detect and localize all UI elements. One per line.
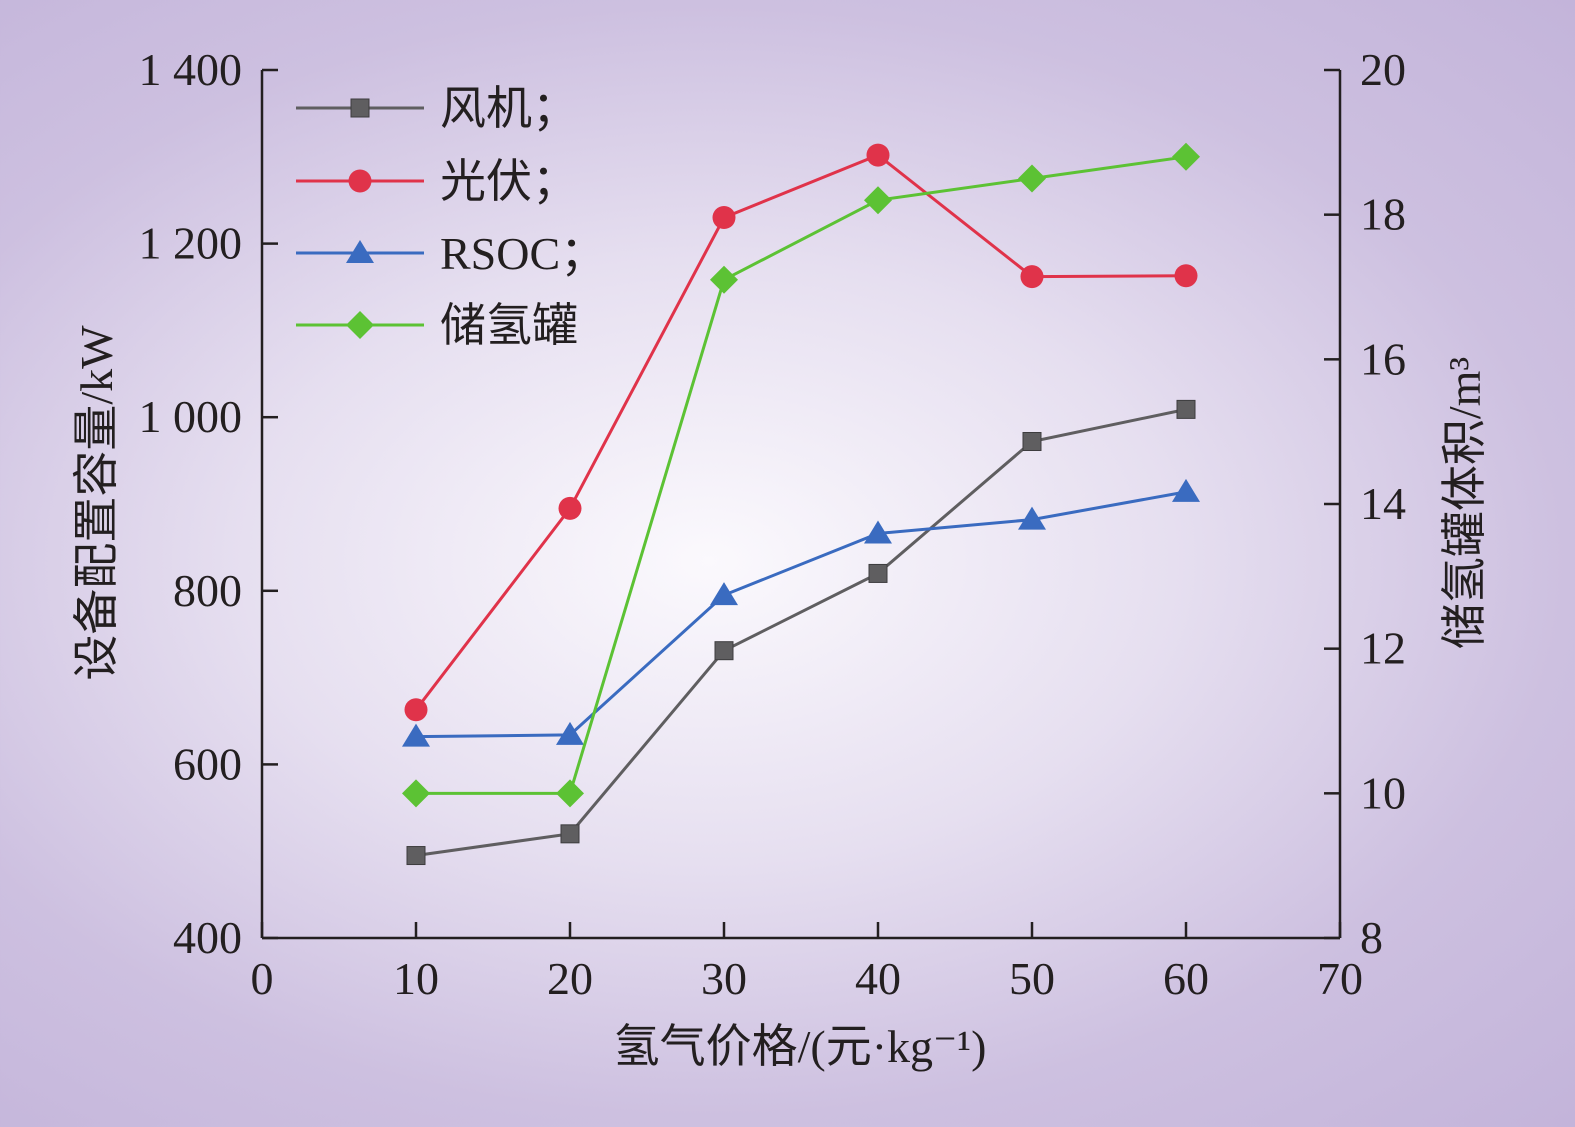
- legend-label: 储氢罐: [440, 300, 578, 351]
- data-point-wind-turbine: [406, 846, 426, 866]
- legend-item-hydrogen-tank: 储氢罐: [296, 300, 578, 351]
- data-point-photovoltaic: [1020, 265, 1044, 289]
- series-line-photovoltaic: [414, 153, 1187, 711]
- legend-marker: [346, 240, 374, 263]
- legend-marker: [346, 311, 374, 339]
- data-point-photovoltaic: [558, 496, 582, 520]
- y-axis-title: 设备配置容量/kW: [71, 325, 122, 681]
- x-tick-label: 60: [1163, 953, 1209, 1004]
- data-point-wind-turbine: [714, 641, 734, 661]
- data-point-hydrogen-tank: [1172, 142, 1200, 171]
- data-point-wind-turbine: [868, 563, 888, 583]
- legend-item-photovoltaic: 光伏；: [296, 156, 578, 207]
- x-tick-label: 70: [1317, 953, 1363, 1004]
- y-tick-label: 1 400: [139, 44, 243, 95]
- data-point-photovoltaic: [404, 698, 428, 722]
- y2-tick-label: 16: [1360, 333, 1406, 384]
- x-tick-label: 0: [251, 953, 274, 1004]
- data-point-hydrogen-tank: [864, 186, 892, 215]
- data-point-wind-turbine: [1176, 399, 1196, 419]
- y2-tick-label: 12: [1360, 623, 1406, 674]
- series-photovoltaic: [404, 143, 1198, 722]
- x-tick-label: 20: [547, 953, 593, 1004]
- series-hydrogen-tank: [402, 142, 1200, 808]
- data-point-photovoltaic: [866, 143, 890, 167]
- y2-tick-label: 8: [1360, 912, 1383, 963]
- y-tick-label: 800: [173, 565, 242, 616]
- data-point-rsoc: [864, 520, 892, 544]
- data-point-hydrogen-tank: [710, 265, 738, 294]
- ticks: 0 10 20 30 40 50 60 70 400 600 800 1 000 1 200 1 400 8…: [139, 44, 1407, 1004]
- data-point-photovoltaic: [1174, 264, 1198, 288]
- data-point-rsoc: [402, 723, 430, 747]
- x-axis-title: 氢气价格/(元·kg⁻¹): [614, 1021, 987, 1072]
- series-layer: [402, 142, 1200, 866]
- data-point-hydrogen-tank: [556, 779, 584, 808]
- legend-label: RSOC；: [440, 228, 606, 279]
- legend-label: 光伏；: [440, 156, 578, 207]
- data-point-hydrogen-tank: [402, 779, 430, 808]
- series-rsoc: [402, 478, 1200, 747]
- axes: [260, 70, 1342, 940]
- y2-tick-label: 20: [1360, 44, 1406, 95]
- y2-tick-label: 18: [1360, 189, 1406, 240]
- data-point-photovoltaic: [712, 206, 736, 230]
- legend-label: 风机；: [440, 83, 578, 134]
- y2-tick-label: 14: [1360, 478, 1406, 529]
- data-point-wind-turbine: [1022, 432, 1042, 452]
- y2-axis-title: 储氢罐体积/m³: [1439, 357, 1490, 649]
- x-tick-label: 30: [701, 953, 747, 1004]
- legend-item-rsoc: RSOC；: [296, 228, 606, 279]
- legend: 风机； 光伏； RSOC； 储氢罐: [296, 83, 606, 351]
- data-point-wind-turbine: [560, 824, 580, 844]
- series-line-wind-turbine: [415, 407, 1187, 858]
- data-point-rsoc: [1018, 506, 1046, 530]
- x-tick-label: 10: [393, 953, 439, 1004]
- y-tick-label: 400: [173, 912, 242, 963]
- legend-item-wind-turbine: 风机；: [296, 83, 578, 134]
- legend-marker: [350, 98, 370, 118]
- series-line-rsoc: [415, 490, 1187, 739]
- y-tick-label: 1 000: [139, 391, 243, 442]
- series-wind-turbine: [406, 399, 1196, 866]
- y-tick-label: 1 200: [139, 218, 243, 269]
- data-point-rsoc: [556, 721, 584, 745]
- data-point-hydrogen-tank: [1018, 164, 1046, 193]
- legend-marker: [348, 169, 372, 193]
- y2-tick-label: 10: [1360, 767, 1406, 818]
- y-tick-label: 600: [173, 738, 242, 789]
- data-point-rsoc: [710, 582, 738, 606]
- series-line-hydrogen-tank: [416, 155, 1187, 795]
- x-tick-label: 40: [855, 953, 901, 1004]
- data-point-rsoc: [1172, 478, 1200, 502]
- x-tick-label: 50: [1009, 953, 1055, 1004]
